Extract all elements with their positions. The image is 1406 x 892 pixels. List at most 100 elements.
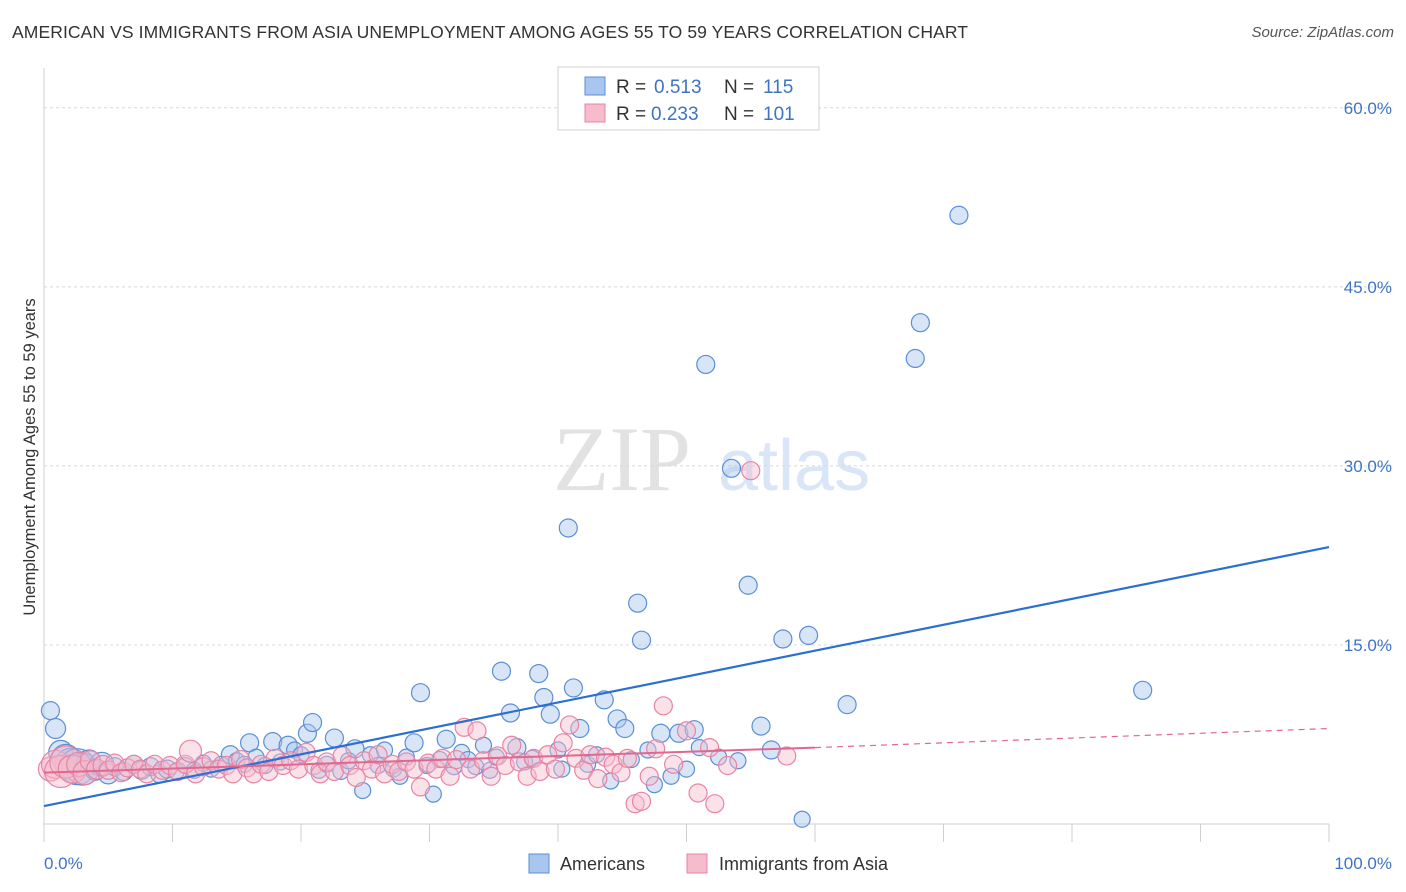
- americans-point: [263, 732, 283, 752]
- americans-point: [773, 629, 793, 649]
- asia-point: [653, 696, 673, 716]
- asia-point: [473, 751, 494, 771]
- asia-point: [374, 764, 395, 784]
- asia-point: [66, 751, 92, 777]
- americans-point: [491, 661, 512, 681]
- asia-point: [502, 735, 522, 755]
- asia-point: [410, 777, 431, 797]
- americans-point: [40, 701, 61, 721]
- americans-point: [324, 728, 345, 748]
- bottom-legend: Americans Immigrants from Asia: [528, 853, 889, 874]
- americans-point: [684, 720, 704, 740]
- asia-point: [310, 764, 330, 784]
- asia-point: [545, 759, 566, 779]
- legend-n-label-1: N =: [724, 77, 754, 98]
- americans-point: [563, 678, 584, 698]
- legend-n-label-2: N =: [724, 104, 754, 125]
- americans-point: [631, 630, 652, 650]
- americans-point: [44, 717, 67, 740]
- axes: [43, 68, 1330, 842]
- americans-point: [669, 723, 689, 743]
- americans-point: [615, 718, 635, 739]
- asia-point: [432, 748, 452, 768]
- americans-point: [738, 575, 758, 595]
- americans-point: [594, 690, 614, 710]
- asia-point: [495, 755, 515, 776]
- legend-r-value-2: 0.233: [651, 104, 699, 125]
- americans-point: [553, 760, 571, 778]
- asia-point: [777, 746, 797, 766]
- chart-title: AMERICAN VS IMMIGRANTS FROM ASIA UNEMPLO…: [12, 22, 969, 42]
- watermark-zip: ZIP: [553, 408, 691, 510]
- asia-point: [664, 754, 684, 774]
- americans-point: [220, 745, 240, 765]
- americans-point: [910, 313, 930, 333]
- americans-point: [905, 348, 925, 369]
- asia-point: [741, 461, 761, 481]
- asia-point: [530, 761, 550, 782]
- asia-point: [676, 721, 697, 741]
- americans-point: [949, 205, 969, 225]
- americans-point: [297, 723, 318, 743]
- asia-point: [688, 783, 708, 803]
- legend-n-value-1: 115: [763, 77, 793, 98]
- asia-point: [340, 755, 360, 776]
- asia-point: [631, 791, 652, 811]
- trend-lines: [43, 545, 1330, 808]
- asia-point: [646, 739, 666, 759]
- y-axis-label: Unemployment Among Ages 55 to 59 years: [21, 298, 39, 615]
- bottom-legend-asia: Immigrants from Asia: [719, 854, 889, 874]
- asia-point: [481, 766, 501, 786]
- americans-point: [662, 767, 680, 785]
- americans-point: [1133, 680, 1153, 700]
- asia-point: [389, 761, 409, 782]
- asia-point: [588, 769, 608, 789]
- y-tick-label-3: 60.0%: [1344, 99, 1392, 118]
- americans-trend-line: [43, 545, 1330, 808]
- asia-point: [718, 755, 738, 776]
- asia-point: [467, 721, 487, 741]
- legend-swatch-asia: [584, 103, 606, 123]
- americans-point: [558, 518, 578, 538]
- asia-trend-line: [43, 746, 816, 774]
- asia-point: [705, 794, 725, 814]
- tick-labels: 15.0% 30.0% 45.0% 60.0% 0.0% 100.0%: [44, 99, 1392, 873]
- asia-point: [362, 759, 382, 779]
- y-tick-label-0: 15.0%: [1344, 636, 1392, 655]
- asia-point: [553, 733, 573, 753]
- bottom-legend-americans: Americans: [560, 854, 645, 874]
- americans-point: [721, 458, 742, 478]
- asia-point: [440, 766, 460, 786]
- americans-point: [534, 687, 554, 708]
- y-tick-label-2: 45.0%: [1344, 278, 1392, 297]
- asia-point: [160, 755, 180, 776]
- bottom-legend-swatch-asia: [686, 853, 708, 874]
- asia-point: [566, 748, 586, 768]
- asia-point: [639, 766, 659, 786]
- asia-point: [105, 753, 125, 773]
- asia-trend-line-dashed: [814, 727, 1330, 749]
- asia-point: [700, 738, 720, 758]
- legend-swatch-americans: [584, 76, 606, 96]
- asia-point: [382, 754, 402, 774]
- asia-point: [611, 763, 631, 783]
- legend-n-value-2: 101: [763, 104, 795, 125]
- americans-point: [540, 704, 560, 724]
- asia-point: [595, 747, 616, 767]
- legend-r-label-1: R =: [616, 77, 646, 98]
- x-tick-label-1: 100.0%: [1334, 854, 1392, 873]
- americans-point: [404, 733, 424, 753]
- americans-point: [302, 712, 323, 733]
- x-tick-label-0: 0.0%: [44, 854, 83, 873]
- americans-point: [793, 810, 811, 828]
- asia-point: [517, 766, 537, 786]
- americans-point: [837, 695, 857, 715]
- americans-point: [798, 625, 819, 646]
- bottom-legend-swatch-americans: [528, 853, 550, 874]
- americans-point: [607, 709, 627, 729]
- americans-point: [696, 354, 716, 375]
- asia-point: [418, 753, 438, 773]
- legend-r-label-2: R =: [616, 104, 646, 125]
- americans-point: [570, 718, 590, 739]
- americans-point: [436, 729, 456, 749]
